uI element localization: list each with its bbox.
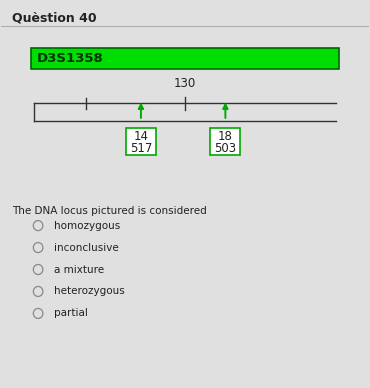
Text: 14: 14	[134, 130, 148, 143]
Text: homozygous: homozygous	[54, 221, 120, 230]
Text: 503: 503	[214, 142, 236, 155]
Text: partial: partial	[54, 308, 87, 319]
Text: heterozygous: heterozygous	[54, 286, 124, 296]
Bar	[31, 48, 339, 69]
Bar	[210, 128, 240, 156]
Text: 18: 18	[218, 130, 233, 143]
Text: Quèstion 40: Quèstion 40	[13, 11, 97, 24]
Text: D3S1358: D3S1358	[36, 52, 103, 65]
Text: 517: 517	[130, 142, 152, 155]
Bar	[126, 128, 156, 156]
Text: a mixture: a mixture	[54, 265, 104, 274]
Text: The DNA locus pictured is considered: The DNA locus pictured is considered	[13, 206, 207, 216]
Text: 130: 130	[174, 77, 196, 90]
Text: inconclusive: inconclusive	[54, 242, 118, 253]
